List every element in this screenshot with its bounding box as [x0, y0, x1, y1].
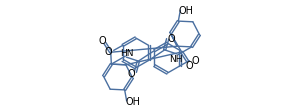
Text: O: O — [105, 47, 113, 57]
Text: OH: OH — [179, 6, 194, 16]
Text: O: O — [186, 60, 194, 70]
Text: O: O — [99, 35, 106, 45]
Text: O: O — [168, 34, 175, 43]
Text: HN: HN — [121, 48, 134, 57]
Text: O: O — [192, 55, 199, 65]
Text: O: O — [128, 69, 135, 78]
Text: OH: OH — [125, 96, 140, 106]
Text: NH: NH — [169, 55, 182, 64]
